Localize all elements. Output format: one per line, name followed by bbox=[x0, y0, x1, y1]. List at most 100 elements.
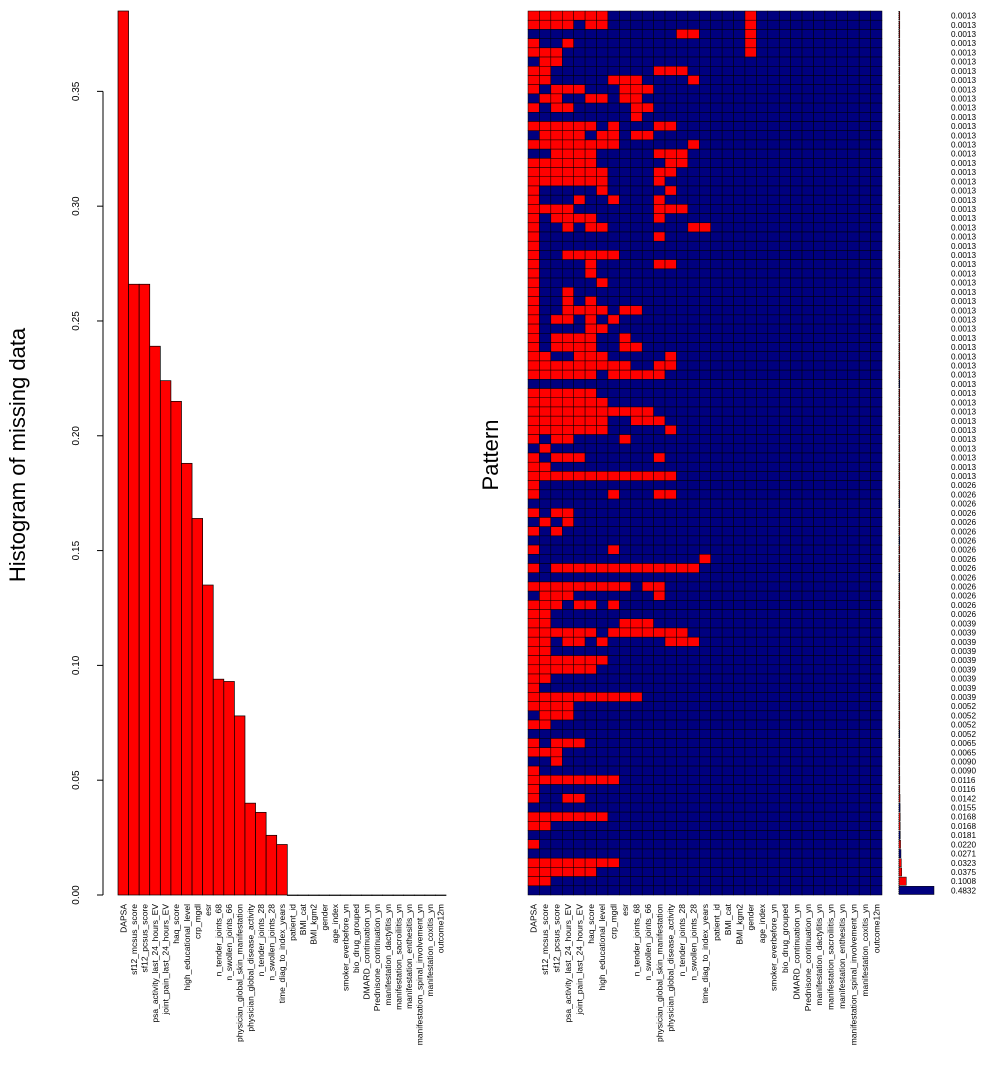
pattern-cell-present bbox=[790, 204, 803, 214]
pattern-cell-missing bbox=[619, 342, 632, 352]
pattern-cell-present bbox=[721, 701, 734, 712]
pattern-cell-present bbox=[801, 673, 814, 684]
pattern-cell-present bbox=[607, 738, 620, 748]
pattern-cell-present bbox=[573, 508, 586, 518]
pattern-cell-present bbox=[858, 112, 871, 122]
pattern-proportion-bar bbox=[898, 315, 901, 324]
pattern-cell-present bbox=[687, 756, 700, 767]
pattern-cell-present bbox=[562, 498, 574, 509]
pattern-cell-missing bbox=[653, 66, 666, 76]
pattern-cell-present bbox=[778, 664, 791, 675]
pattern-cell-missing bbox=[539, 130, 552, 141]
pattern-cell-present bbox=[790, 627, 803, 638]
pattern-cell-present bbox=[584, 287, 597, 297]
pattern-cell-present bbox=[550, 351, 563, 362]
pattern-cell-present bbox=[619, 268, 632, 279]
pattern-cell-present bbox=[790, 535, 803, 546]
pattern-cell-present bbox=[664, 296, 677, 306]
pattern-proportion-bar bbox=[898, 444, 901, 453]
pattern-cell-present bbox=[676, 572, 689, 583]
pattern-cell-present bbox=[847, 701, 860, 712]
pattern-cell-present bbox=[767, 867, 780, 877]
pattern-cell-present bbox=[630, 323, 643, 334]
pattern-cell-missing bbox=[550, 590, 563, 601]
pattern-cell-present bbox=[699, 793, 711, 804]
pattern-proportion-label: 0.0013 bbox=[951, 444, 976, 453]
pattern-cell-present bbox=[824, 296, 837, 306]
pattern-cell-present bbox=[733, 323, 746, 334]
pattern-cell-present bbox=[664, 535, 677, 546]
pattern-cell-present bbox=[870, 194, 883, 205]
pattern-cell-present bbox=[664, 342, 677, 352]
pattern-cell-present bbox=[756, 148, 769, 159]
pattern-cell-present bbox=[527, 572, 540, 583]
pattern-cell-present bbox=[596, 296, 609, 306]
pattern-cell-missing bbox=[527, 636, 540, 647]
pattern-cell-present bbox=[641, 793, 654, 804]
pattern-cell-present bbox=[813, 323, 826, 334]
pattern-cell-present bbox=[687, 259, 700, 270]
pattern-proportion-label: 0.0013 bbox=[951, 67, 976, 76]
pattern-cell-present bbox=[778, 112, 791, 122]
pattern-cell-present bbox=[790, 572, 803, 583]
pattern-cell-missing bbox=[527, 508, 540, 518]
pattern-cell-present bbox=[756, 554, 769, 564]
pattern-cell-present bbox=[813, 664, 826, 675]
histogram-y-tick-label: 0.25 bbox=[71, 311, 82, 331]
pattern-cell-present bbox=[847, 508, 860, 518]
pattern-cell-present bbox=[573, 535, 586, 546]
pattern-cell-present bbox=[630, 646, 643, 656]
pattern-cell-missing bbox=[596, 19, 609, 30]
pattern-cell-present bbox=[824, 167, 837, 178]
pattern-cell-missing bbox=[539, 609, 552, 620]
pattern-cell-present bbox=[584, 636, 597, 647]
pattern-cell-present bbox=[801, 222, 814, 233]
pattern-cell-present bbox=[744, 609, 757, 620]
pattern-cell-present bbox=[596, 342, 609, 352]
pattern-cell-present bbox=[801, 29, 814, 39]
pattern-cell-present bbox=[767, 719, 780, 730]
pattern-cell-present bbox=[744, 664, 757, 675]
pattern-cell-present bbox=[607, 10, 620, 21]
pattern-cell-present bbox=[733, 756, 746, 767]
pattern-cell-present bbox=[756, 544, 769, 555]
pattern-cell-present bbox=[778, 379, 791, 389]
pattern-cell-present bbox=[664, 369, 677, 380]
pattern-cell-present bbox=[733, 600, 746, 610]
pattern-cell-present bbox=[778, 682, 791, 693]
pattern-cell-present bbox=[756, 664, 769, 675]
pattern-cell-present bbox=[653, 130, 666, 141]
pattern-cell-present bbox=[721, 259, 734, 270]
pattern-cell-present bbox=[607, 443, 620, 454]
pattern-cell-present bbox=[767, 56, 780, 67]
pattern-cell-present bbox=[664, 729, 677, 739]
pattern-cell-present bbox=[858, 876, 871, 887]
pattern-cell-present bbox=[710, 379, 723, 389]
pattern-cell-present bbox=[539, 508, 552, 518]
pattern-cell-present bbox=[630, 848, 643, 859]
pattern-cell-missing bbox=[550, 360, 563, 371]
pattern-cell-present bbox=[824, 489, 837, 500]
pattern-cell-missing bbox=[550, 434, 563, 445]
pattern-cell-present bbox=[756, 130, 769, 141]
pattern-cell-present bbox=[687, 480, 700, 491]
histogram-x-tick-label: Prednisone_continuation_yn bbox=[372, 904, 382, 1012]
pattern-cell-present bbox=[539, 84, 552, 95]
pattern-cell-present bbox=[790, 692, 803, 702]
pattern-cell-present bbox=[619, 830, 632, 841]
pattern-cell-missing bbox=[573, 250, 586, 260]
pattern-cell-present bbox=[607, 351, 620, 362]
pattern-cell-present bbox=[744, 673, 757, 684]
pattern-cell-present bbox=[778, 609, 791, 620]
pattern-cell-present bbox=[641, 10, 654, 21]
pattern-cell-present bbox=[687, 323, 700, 334]
pattern-cell-missing bbox=[539, 158, 552, 168]
pattern-cell-present bbox=[858, 66, 871, 76]
pattern-cell-present bbox=[664, 581, 677, 592]
pattern-cell-present bbox=[584, 75, 597, 85]
pattern-cell-present bbox=[824, 609, 837, 620]
pattern-cell-present bbox=[744, 710, 757, 721]
histogram-x-tick-label: crp_mgdl bbox=[192, 904, 202, 939]
pattern-cell-present bbox=[801, 775, 814, 785]
pattern-cell-missing bbox=[744, 47, 757, 58]
